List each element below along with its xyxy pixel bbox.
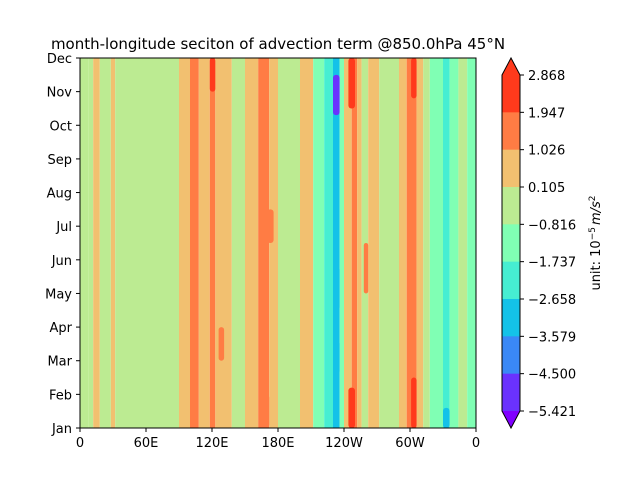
y-tick-label-2: Mar (47, 355, 72, 370)
contour-feature-7 (443, 407, 450, 428)
colorbar-tick-label-7: −3.579 (528, 330, 576, 345)
colorbar-tick-label-6: −2.658 (528, 293, 576, 308)
contour-band-19 (333, 58, 340, 428)
x-axis: 0 60E 120E 180E 120W 60W 0 (76, 428, 480, 451)
contour-band-35 (467, 58, 476, 428)
chart-title: month-longitude seciton of advection ter… (51, 35, 505, 53)
contour-band-17 (313, 58, 325, 428)
contour-band-20 (339, 58, 344, 428)
contour-feature-6 (333, 340, 340, 375)
contour-band-7 (190, 58, 199, 428)
contour-band-1 (88, 58, 94, 428)
contour-feature-3 (411, 58, 417, 99)
contour-band-6 (179, 58, 190, 428)
contour-band-4 (110, 58, 116, 428)
contour-feature-9 (267, 209, 274, 243)
contour-band-24 (361, 58, 369, 428)
contour-feature-10 (209, 58, 216, 92)
colorbar: 2.868 1.947 1.026 0.105 −0.816 −1.737 −2.658 −3… (501, 56, 576, 430)
contour-band-18 (324, 58, 333, 428)
colorbar-tick-label-3: 0.105 (528, 181, 565, 196)
contour-band-14 (269, 58, 278, 428)
colorbar-segment-5 (502, 261, 520, 300)
x-tick-label-0: 0 (76, 436, 84, 451)
contour-band-8 (198, 58, 210, 428)
contour-band-22 (351, 58, 358, 428)
colorbar-tick-label-0: 2.868 (528, 69, 565, 84)
contour-band-11 (231, 58, 245, 428)
contour-feature-0 (348, 387, 355, 428)
y-tick-label-11: Dec (47, 52, 72, 67)
contour-band-31 (429, 58, 443, 428)
contour-band-28 (406, 58, 417, 428)
colorbar-tick-label-9: −5.421 (528, 405, 576, 420)
contour-feature-11 (262, 394, 270, 428)
contour-band-32 (443, 58, 450, 428)
contour-band-27 (399, 58, 407, 428)
contour-band-10 (215, 58, 232, 428)
contour-feature-12 (363, 243, 369, 294)
contour-band-23 (357, 58, 362, 428)
contour-band-26 (379, 58, 399, 428)
colorbar-segment-6 (502, 299, 520, 337)
contour-band-5 (115, 58, 179, 428)
contour-feature-5 (333, 266, 340, 311)
x-tick-label-2: 120E (195, 436, 228, 451)
contour-band-21 (344, 58, 352, 428)
contour-band-12 (245, 58, 259, 428)
x-tick-label-6: 0 (472, 436, 480, 451)
contour-band-3 (99, 58, 111, 428)
y-tick-label-7: Aug (47, 187, 72, 202)
colorbar-segment-3 (502, 187, 520, 225)
colorbar-label: unit: 10−5m/s2 (588, 195, 604, 290)
x-tick-label-1: 60E (134, 436, 159, 451)
contour-band-15 (278, 58, 300, 428)
y-tick-label-8: Sep (47, 153, 72, 168)
plot-area (79, 57, 477, 429)
y-tick-label-5: Jun (51, 254, 72, 269)
contour-band-33 (449, 58, 459, 428)
colorbar-segment-1 (502, 112, 520, 151)
colorbar-tick-label-2: 1.026 (528, 144, 565, 159)
y-tick-label-6: Jul (55, 220, 72, 235)
colorbar-segment-8 (502, 373, 520, 412)
contour-band-30 (423, 58, 430, 428)
y-tick-label-4: May (45, 287, 72, 302)
contour-band-0 (80, 58, 89, 428)
contour-band-2 (93, 58, 100, 428)
x-tick-label-3: 180E (261, 436, 294, 451)
colorbar-tick-label-8: −4.500 (528, 368, 576, 383)
contour-band-34 (458, 58, 468, 428)
colorbar-extend-min (502, 411, 520, 428)
y-tick-label-3: Apr (50, 321, 73, 336)
y-tick-label-9: Oct (50, 119, 72, 134)
contour-band-13 (258, 58, 270, 428)
colorbar-tick-label-4: −0.816 (528, 218, 576, 233)
colorbar-segment-7 (502, 336, 520, 375)
contour-band-25 (368, 58, 380, 428)
contour-feature-2 (411, 377, 417, 428)
x-tick-label-5: 60W (395, 436, 425, 451)
contour-band-29 (416, 58, 424, 428)
y-tick-label-0: Jan (51, 422, 72, 437)
colorbar-tick-label-1: 1.947 (528, 106, 565, 121)
contour-band-16 (300, 58, 314, 428)
contour-feature-8 (218, 327, 225, 361)
contour-band-9 (209, 58, 216, 428)
contour-feature-1 (348, 58, 355, 109)
y-tick-label-1: Feb (49, 388, 72, 403)
y-tick-label-10: Nov (47, 86, 73, 101)
colorbar-segment-4 (502, 224, 520, 263)
colorbar-tick-label-5: −1.737 (528, 256, 576, 271)
contour-fill-layer (80, 58, 476, 428)
y-axis: Jan Feb Mar Apr May Jun Jul Aug Sep Oct Nov Dec (45, 52, 80, 437)
x-tick-label-4: 120W (325, 436, 363, 451)
colorbar-segment-2 (502, 149, 520, 188)
colorbar-segment-0 (502, 75, 520, 113)
contour-feature-4 (333, 74, 340, 116)
colorbar-extend-max (502, 58, 520, 75)
